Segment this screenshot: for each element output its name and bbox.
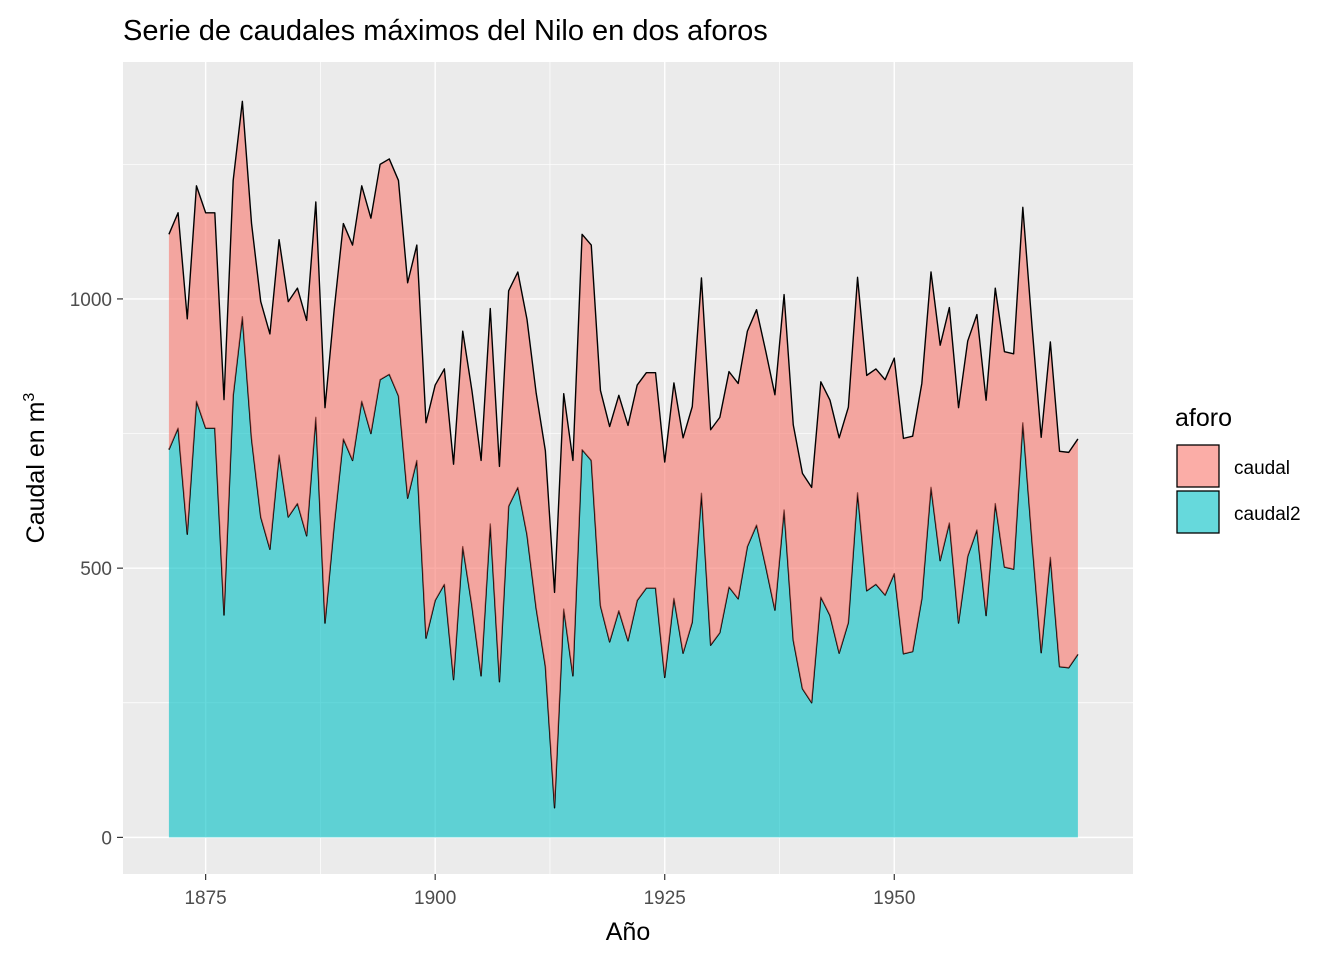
legend-title: aforo [1175,404,1232,432]
y-axis-title-superscript: 3 [21,393,38,402]
y-axis-title-text: Caudal en m [22,402,50,544]
x-tick-label: 1925 [644,888,686,909]
outline-caudal [168,100,1079,594]
legend: aforo caudal caudal2 [1175,404,1301,534]
legend-label-caudal: caudal [1234,458,1290,479]
legend-key-caudal [1176,444,1220,488]
y-tick-label: 500 [80,559,112,580]
area-caudal [168,101,1078,808]
x-tick-label: 1950 [873,888,915,909]
y-axis-title: Caudal en m3 [21,393,50,544]
area-caudal2 [168,316,1078,838]
legend-label-caudal2: caudal2 [1234,504,1301,525]
x-tick-label: 1900 [414,888,456,909]
legend-key-caudal2 [1176,490,1220,534]
svg-text:Caudal en m3: Caudal en m3 [21,393,50,544]
chart-title: Serie de caudales máximos del Nilo en do… [123,15,768,47]
legend-entry-caudal: caudal [1176,444,1290,488]
y-tick-label: 0 [101,828,112,849]
x-tick-label: 1875 [184,888,226,909]
y-tick-label: 1000 [70,290,112,311]
x-axis-title: Año [606,918,650,946]
axis-ticks: 1875 1900 1925 1950 0 500 1000 [70,290,916,909]
area-layer [168,100,1079,838]
legend-entry-caudal2: caudal2 [1176,490,1301,534]
